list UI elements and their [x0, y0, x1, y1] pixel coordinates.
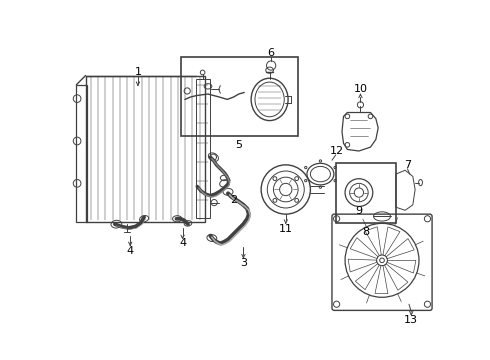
Bar	[181, 57, 298, 136]
Text: 8: 8	[362, 227, 369, 237]
Text: 1: 1	[134, 67, 142, 77]
Text: 7: 7	[404, 160, 411, 170]
Text: 4: 4	[179, 238, 186, 248]
Text: 5: 5	[235, 140, 243, 150]
Bar	[86, 76, 205, 222]
Text: 2: 2	[230, 195, 237, 205]
Bar	[196, 80, 210, 218]
Text: 3: 3	[240, 258, 247, 267]
Text: 4: 4	[127, 246, 134, 256]
Bar	[336, 163, 396, 222]
Text: 10: 10	[353, 84, 368, 94]
Text: 6: 6	[268, 48, 274, 58]
Text: 9: 9	[355, 206, 363, 216]
Text: 12: 12	[330, 146, 344, 156]
Text: 13: 13	[404, 315, 418, 325]
Bar	[76, 85, 87, 222]
Text: 11: 11	[279, 224, 293, 234]
